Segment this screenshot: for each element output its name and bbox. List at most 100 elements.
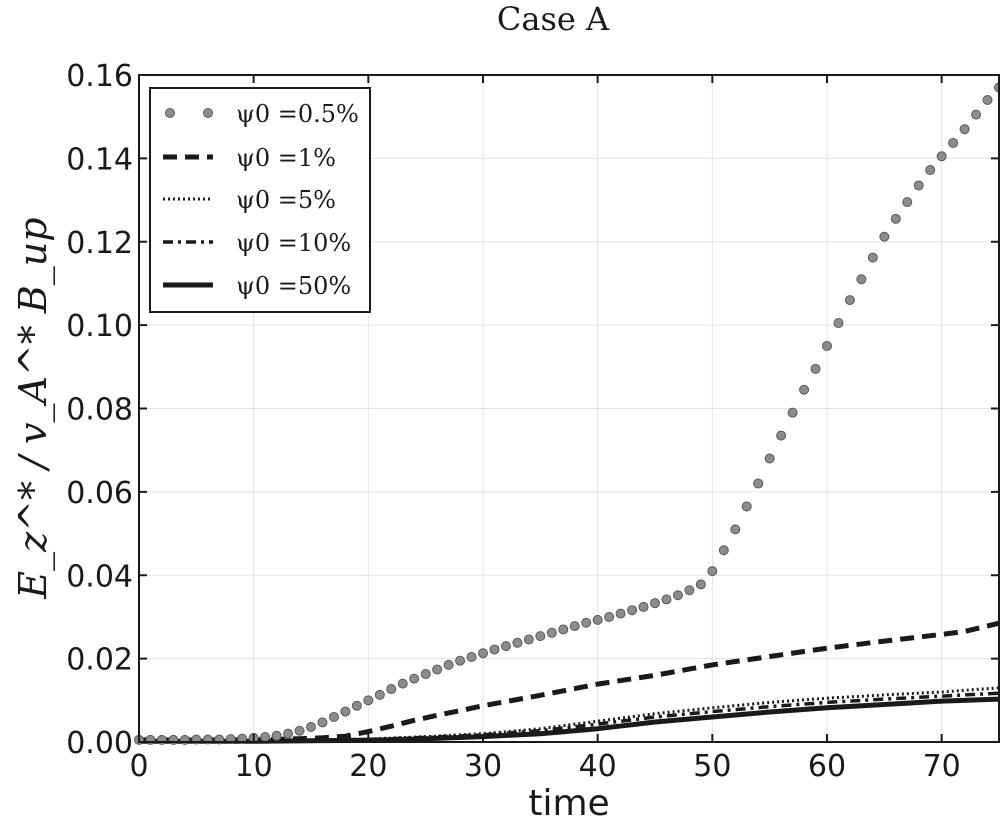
data-point [948, 137, 959, 148]
data-point [260, 731, 271, 742]
data-point [672, 590, 683, 601]
data-point [615, 608, 626, 619]
x-tick-label: 20 [349, 749, 387, 784]
data-point [546, 627, 557, 638]
y-tick-label: 0.12 [66, 226, 133, 261]
data-point [650, 598, 660, 609]
y-tick-label: 0.00 [66, 726, 133, 761]
data-point [581, 617, 592, 628]
data-point [936, 151, 947, 162]
data-point [982, 95, 993, 106]
data-point [661, 594, 672, 605]
data-point [363, 695, 374, 706]
legend-label: ψ0 =50% [236, 272, 351, 300]
data-point [799, 384, 810, 395]
data-point [959, 124, 970, 135]
x-axis-title: time [528, 783, 609, 824]
data-point [283, 728, 294, 739]
y-tick-label: 0.04 [66, 559, 133, 594]
data-point [145, 734, 156, 745]
data-point [455, 655, 466, 666]
legend-label: ψ0 =5% [236, 186, 336, 214]
data-point [237, 733, 248, 744]
data-point [730, 524, 741, 535]
data-point [913, 180, 924, 191]
data-point [168, 734, 179, 745]
data-point [684, 585, 695, 596]
data-point [638, 601, 649, 612]
data-point [879, 231, 890, 242]
chart-title: Case A [497, 0, 610, 38]
data-point [535, 631, 546, 642]
data-point [902, 197, 913, 208]
data-point [351, 700, 362, 711]
data-point [420, 669, 431, 680]
series-line [139, 691, 1000, 743]
x-tick-label: 40 [579, 749, 617, 784]
data-point [592, 614, 603, 625]
data-point [271, 730, 282, 741]
series-layer [134, 82, 1000, 745]
legend-item: ψ0 =10% [163, 229, 351, 257]
data-point [925, 165, 936, 176]
legend: ψ0 =0.5% ψ0 =1% ψ0 =5% ψ0 =10% ψ0 =50% [149, 87, 371, 313]
legend-label: ψ0 =1% [236, 144, 336, 172]
y-tick-label: 0.02 [66, 643, 133, 678]
legend-item: ψ0 =50% [163, 272, 351, 300]
series-0 [134, 82, 1000, 745]
data-point [787, 407, 798, 418]
data-point [317, 717, 328, 728]
data-point [707, 566, 718, 577]
data-point [489, 644, 500, 655]
x-tick-label: 50 [693, 749, 731, 784]
data-point [558, 624, 569, 635]
y-tick-label: 0.06 [66, 476, 133, 511]
data-point [179, 734, 190, 745]
data-point [753, 478, 764, 489]
y-axis-title: E_z^* / v_A^* B_up [11, 217, 56, 599]
data-point [822, 340, 832, 351]
data-point [971, 109, 982, 120]
x-tick-label: 70 [923, 749, 961, 784]
data-point [397, 678, 408, 689]
legend-label: ψ0 =0.5% [236, 100, 359, 128]
x-tick-label: 60 [808, 749, 846, 784]
y-tick-label: 0.08 [66, 393, 133, 428]
data-point [856, 274, 867, 285]
data-point [890, 213, 901, 224]
legend-item: ψ0 =1% [163, 144, 336, 172]
series-3 [139, 691, 1000, 743]
data-point [340, 706, 351, 717]
x-tick-label: 30 [464, 749, 502, 784]
data-point [466, 651, 477, 662]
legend-label: ψ0 =10% [236, 229, 351, 257]
data-point [569, 621, 580, 632]
data-point [695, 579, 706, 590]
data-point [844, 295, 855, 306]
data-point [386, 684, 397, 695]
data-point [718, 545, 729, 556]
data-point [478, 648, 488, 659]
data-point [328, 711, 339, 722]
legend-item: ψ0 =5% [163, 186, 336, 214]
data-point [500, 641, 511, 652]
x-tick-label: 0 [129, 749, 148, 784]
data-point [294, 725, 305, 736]
data-point [156, 734, 167, 745]
data-point [443, 659, 454, 670]
data-point [512, 637, 523, 648]
data-point [810, 363, 821, 374]
data-point [374, 689, 385, 700]
data-point [409, 673, 420, 684]
legend-marker [203, 108, 213, 118]
data-point [741, 501, 752, 512]
data-point [833, 318, 844, 329]
y-tick-label: 0.10 [66, 309, 133, 344]
legend-box [149, 87, 371, 313]
legend-marker [165, 108, 175, 118]
data-point [867, 252, 878, 263]
ticks: 0 10 20 30 40 50 60 70 0.00 0.02 0.04 0.06 0.08 0.10 0… [66, 59, 999, 784]
data-point [627, 605, 638, 616]
y-tick-label: 0.16 [66, 59, 133, 94]
